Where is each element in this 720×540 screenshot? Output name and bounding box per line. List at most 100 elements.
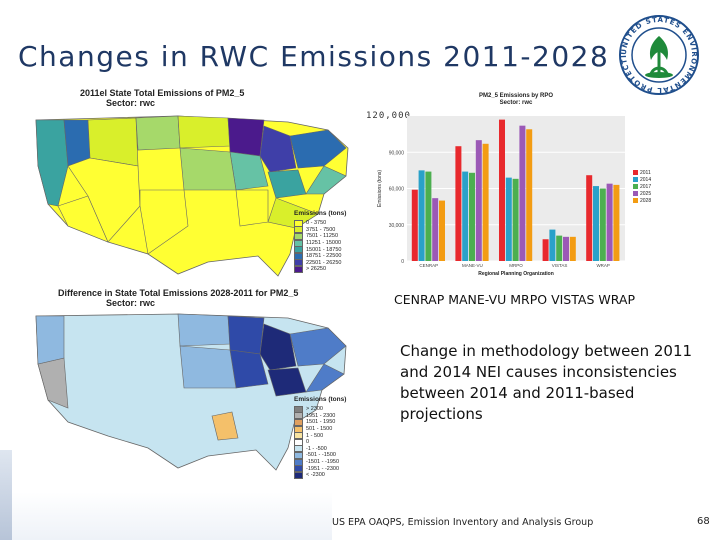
legend-swatch-2028 xyxy=(633,198,638,203)
x-tick-label: VISTAS xyxy=(552,263,568,268)
legend-label-2017: 2017 xyxy=(640,184,651,190)
bar-2028-MANE-VU xyxy=(482,143,489,261)
rpo-bar-chart: 0 30,000 60,000 90,000 PM2_5 Emissions by RP… xyxy=(377,93,651,276)
legend-item: 1501 - 1950 xyxy=(294,418,339,426)
y-tick-label: 0 xyxy=(401,259,404,265)
slide-footer: US EPA OAQPS, Emission Inventory and Ana… xyxy=(332,517,594,528)
legend-swatch xyxy=(294,451,303,459)
legend-label: > 2300 xyxy=(306,406,323,413)
map2-legend: > 2300 1951 - 2300 1501 - 1950 501 - 1500 1 … xyxy=(294,405,340,479)
bar-2014-MRPO xyxy=(505,177,512,261)
legend-label: 3751 - 7500 xyxy=(306,226,336,233)
legend-item: 1 - 500 xyxy=(294,432,339,440)
legend-label-2011: 2011 xyxy=(640,170,651,176)
legend-swatch xyxy=(294,432,303,440)
legend-item: -1501 - -1950 xyxy=(294,458,340,466)
legend-item: < -2300 xyxy=(294,471,339,479)
legend-swatch xyxy=(294,438,303,446)
decorative-bar-bottom xyxy=(12,492,332,540)
map2-subtitle: Sector: rwc xyxy=(106,298,156,308)
chart-y-top-label: 120,000 xyxy=(366,111,411,121)
bar-2028-CENRAP xyxy=(439,200,446,261)
bar-2017-CENRAP xyxy=(425,171,432,261)
bar-2017-MRPO xyxy=(512,178,519,261)
slide-title: Changes in RWC Emissions 2011-2028 xyxy=(18,40,610,73)
bar-2011-MRPO xyxy=(498,119,505,261)
legend-label: 15001 - 18750 xyxy=(306,246,342,253)
legend-swatch-2017 xyxy=(633,184,638,189)
legend-label: -501 - -1500 xyxy=(306,452,336,459)
x-axis-label: Regional Planning Organization xyxy=(478,271,554,276)
legend-swatch xyxy=(294,226,303,234)
bar-2014-VISTAS xyxy=(549,229,556,261)
bar-2014-WRAP xyxy=(592,186,599,261)
map-2011-emissions: 2011el State Total Emissions of PM2_5 Se… xyxy=(28,86,373,286)
x-tick-label: WRAP xyxy=(596,263,610,268)
map1-legend-title: Emissions (tons) xyxy=(294,210,347,217)
bar-2014-MANE-VU xyxy=(462,171,469,261)
legend-item: 3751 - 7500 xyxy=(294,226,341,234)
legend-swatch xyxy=(294,405,303,413)
bar-2025-MRPO xyxy=(519,125,526,261)
bar-2025-VISTAS xyxy=(563,236,570,261)
legend-item: 15001 - 18750 xyxy=(294,246,342,254)
legend-label: 0 - 3750 xyxy=(306,220,327,227)
legend-swatch xyxy=(294,239,303,247)
legend-label: -1501 - -1950 xyxy=(306,459,340,466)
legend-label: 501 - 1500 xyxy=(306,426,333,433)
page-number: 68 xyxy=(697,516,710,527)
bar-2028-WRAP xyxy=(613,184,620,261)
y-axis-label: Emissions (tons) xyxy=(377,170,383,207)
legend-item: > 2300 xyxy=(294,405,339,413)
legend-item: 7501 - 11250 xyxy=(294,232,341,240)
legend-label: 1501 - 1950 xyxy=(306,419,336,426)
legend-label: 18751 - 22500 xyxy=(306,253,342,260)
map2-title: Difference in State Total Emissions 2028… xyxy=(58,288,299,298)
legend-swatch xyxy=(294,471,303,479)
legend-item: 0 - 3750 xyxy=(294,219,341,227)
bar-2011-MANE-VU xyxy=(455,146,462,261)
legend-swatch xyxy=(294,252,303,260)
legend-swatch xyxy=(294,219,303,227)
map1-title: 2011el State Total Emissions of PM2_5 xyxy=(80,88,245,98)
map1-subtitle: Sector: rwc xyxy=(106,98,156,108)
legend-item: 1951 - 2300 xyxy=(294,412,339,420)
x-tick-label: MANE-VU xyxy=(462,263,483,268)
bar-2017-VISTAS xyxy=(556,235,563,261)
map2-legend-title: Emissions (tons) xyxy=(294,396,347,403)
legend-swatch xyxy=(294,246,303,254)
bar-2011-CENRAP xyxy=(411,189,418,261)
bar-2025-WRAP xyxy=(606,183,613,261)
bar-2017-WRAP xyxy=(599,188,606,261)
legend-item: 501 - 1500 xyxy=(294,425,339,433)
x-tick-label: MRPO xyxy=(509,263,523,268)
bar-2028-MRPO xyxy=(526,129,533,261)
legend-label-2028: 2028 xyxy=(640,198,651,204)
y-tick-label: 90,000 xyxy=(389,150,405,156)
legend-swatch xyxy=(294,265,303,273)
bar-2017-MANE-VU xyxy=(468,172,476,261)
legend-label-2014: 2014 xyxy=(640,177,651,183)
legend-label: 1951 - 2300 xyxy=(306,412,336,419)
rpo-category-labels: CENRAP MANE-VU MRPO VISTAS WRAP xyxy=(394,292,635,307)
chart-title: PM2_5 Emissions by RPO xyxy=(479,93,553,99)
bar-2014-CENRAP xyxy=(418,170,425,261)
decorative-bar-left xyxy=(0,450,12,540)
map2-us-states xyxy=(35,313,347,471)
legend-item: -1 - -500 xyxy=(294,445,339,453)
legend-swatch-2011 xyxy=(633,170,638,175)
legend-swatch-2014 xyxy=(633,177,638,182)
legend-label: 7501 - 11250 xyxy=(306,233,339,240)
legend-swatch xyxy=(294,418,303,426)
legend-label: < -2300 xyxy=(306,472,325,479)
legend-label: 22501 - 26250 xyxy=(306,259,342,266)
legend-label-2025: 2025 xyxy=(640,191,651,197)
legend-swatch xyxy=(294,445,303,453)
legend-label: > 26250 xyxy=(306,266,327,273)
legend-swatch xyxy=(294,259,303,267)
epa-logo-icon: UNITED STATES ENVIRONMENTAL PROTECTION A… xyxy=(618,14,699,95)
map1-us-states xyxy=(35,115,349,277)
legend-swatch xyxy=(294,458,303,466)
legend-swatch-2025 xyxy=(633,191,638,196)
legend-item: 22501 - 26250 xyxy=(294,259,342,267)
